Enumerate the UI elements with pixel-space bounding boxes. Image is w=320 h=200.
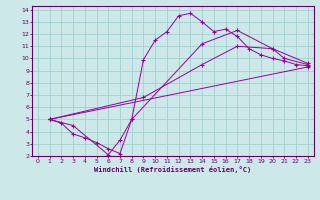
- X-axis label: Windchill (Refroidissement éolien,°C): Windchill (Refroidissement éolien,°C): [94, 166, 252, 173]
